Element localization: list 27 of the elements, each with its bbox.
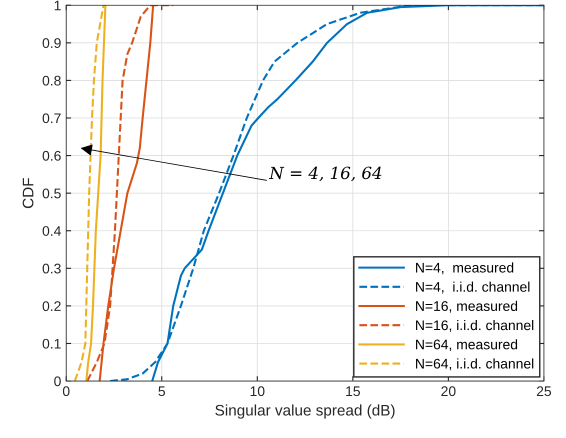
y-tick-label: 0.2	[42, 301, 61, 312]
x-tick-label: 20	[441, 386, 456, 396]
legend-label: N=16, measured	[416, 300, 518, 313]
line-series	[86, 5, 174, 382]
y-tick-label: 0.7	[42, 113, 61, 124]
y-tick-label: 0.8	[42, 76, 61, 86]
y-tick-label: 0.9	[42, 38, 61, 48]
x-tick-label: 25	[536, 386, 552, 396]
y-tick-label: 0.4	[42, 226, 61, 236]
x-axis-title: Singular value spread (dB)	[215, 404, 395, 419]
legend-label: N=4, measured	[416, 262, 514, 274]
legend-label: N=4, i.i.d. channel	[416, 282, 530, 294]
y-axis-title: CDF	[22, 178, 34, 208]
legend-label: N=64, measured	[416, 339, 518, 352]
annotation: N = 4, 16, 64	[268, 166, 382, 182]
y-tick-label: 0.3	[42, 264, 61, 274]
y-tick-label: 0.5	[42, 188, 61, 198]
y-tick-label: 0	[54, 376, 61, 386]
legend-label: N=16, i.i.d. channel	[416, 320, 534, 332]
y-tick-label: 0.6	[42, 150, 61, 161]
x-tick-label: 5	[158, 386, 166, 396]
x-tick-label: 15	[346, 386, 360, 396]
y-tick-label: 1	[54, 0, 61, 10]
x-tick-label: 0	[62, 386, 70, 396]
x-tick-label: 10	[250, 386, 264, 396]
y-tick-label: 0.1	[42, 338, 61, 349]
legend-label: N=64, i.i.d. channel	[416, 358, 534, 370]
